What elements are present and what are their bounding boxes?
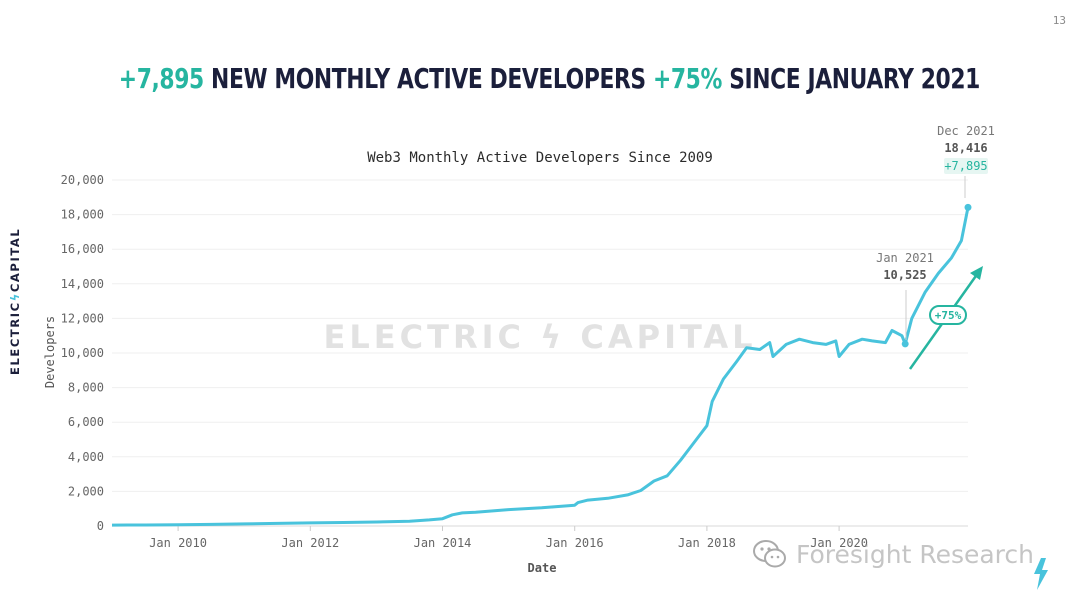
x-tick-label: Jan 2012 xyxy=(281,536,339,550)
y-tick-label: 20,000 xyxy=(61,173,104,187)
x-tick-labels: Jan 2010 Jan 2012 Jan 2014 Jan 2016 Jan 2018… xyxy=(149,526,868,550)
y-tick-label: 0 xyxy=(97,519,104,533)
x-tick-label: Jan 2010 xyxy=(149,536,207,550)
headline-percent: +75% xyxy=(652,62,722,95)
headline-text-2: SINCE JANUARY 2021 xyxy=(721,62,980,95)
y-tick-label: 6,000 xyxy=(68,415,104,429)
electric-capital-watermark: ELECTRIC ϟ CAPITAL xyxy=(324,318,757,356)
dec-2021-delta: +7,895 xyxy=(944,159,987,173)
jan-2021-point xyxy=(901,340,909,348)
percent-badge-label: +75% xyxy=(935,309,962,322)
y-tick-label: 8,000 xyxy=(68,381,104,395)
percent-badge xyxy=(929,305,967,325)
y-tick-label: 4,000 xyxy=(68,450,104,464)
foresight-text: Foresight Research xyxy=(796,539,1035,569)
y-tick-label: 16,000 xyxy=(61,242,104,256)
wechat-icon xyxy=(753,540,786,568)
jan-2021-value: 10,525 xyxy=(883,268,926,282)
series-line xyxy=(111,207,970,527)
foresight-watermark: Foresight Research xyxy=(752,538,1034,570)
headline-text-1: NEW MONTHLY ACTIVE DEVELOPERS xyxy=(203,62,653,95)
dec-2021-point xyxy=(964,203,972,211)
y-tick-label: 18,000 xyxy=(61,208,104,222)
y-tick-label: 14,000 xyxy=(61,277,104,291)
x-tick-label: Jan 2016 xyxy=(546,536,604,550)
dec-2021-value: 18,416 xyxy=(944,141,987,155)
x-tick-label: Jan 2014 xyxy=(414,536,472,550)
y-tick-label: 10,000 xyxy=(61,346,104,360)
delta-badge-bg xyxy=(944,158,988,174)
grid-lines xyxy=(112,179,968,527)
lightning-icon xyxy=(1034,558,1048,590)
x-tick-label: Jan 2018 xyxy=(678,536,736,550)
chart-title: Web3 Monthly Active Developers Since 200… xyxy=(367,150,713,166)
x-tick-label: Jan 2020 xyxy=(810,536,868,550)
page-number: 13 xyxy=(1052,14,1066,27)
y-tick-labels: 0 2,000 4,000 6,000 8,000 10,000 12,000 14,000 1… xyxy=(61,173,104,533)
y-tick-label: 12,000 xyxy=(61,311,104,325)
y-axis-label: Developers xyxy=(43,316,57,388)
y-tick-label: 2,000 xyxy=(68,484,104,498)
headline-delta: +7,895 xyxy=(118,62,204,95)
arrow-head-icon xyxy=(970,266,983,280)
x-axis-label: Date xyxy=(528,561,557,575)
jan-2021-label: Jan 2021 xyxy=(876,251,934,265)
dec-2021-label: Dec 2021 xyxy=(937,124,995,138)
headline: +7,895 NEW MONTHLY ACTIVE DEVELOPERS +75… xyxy=(118,62,981,95)
